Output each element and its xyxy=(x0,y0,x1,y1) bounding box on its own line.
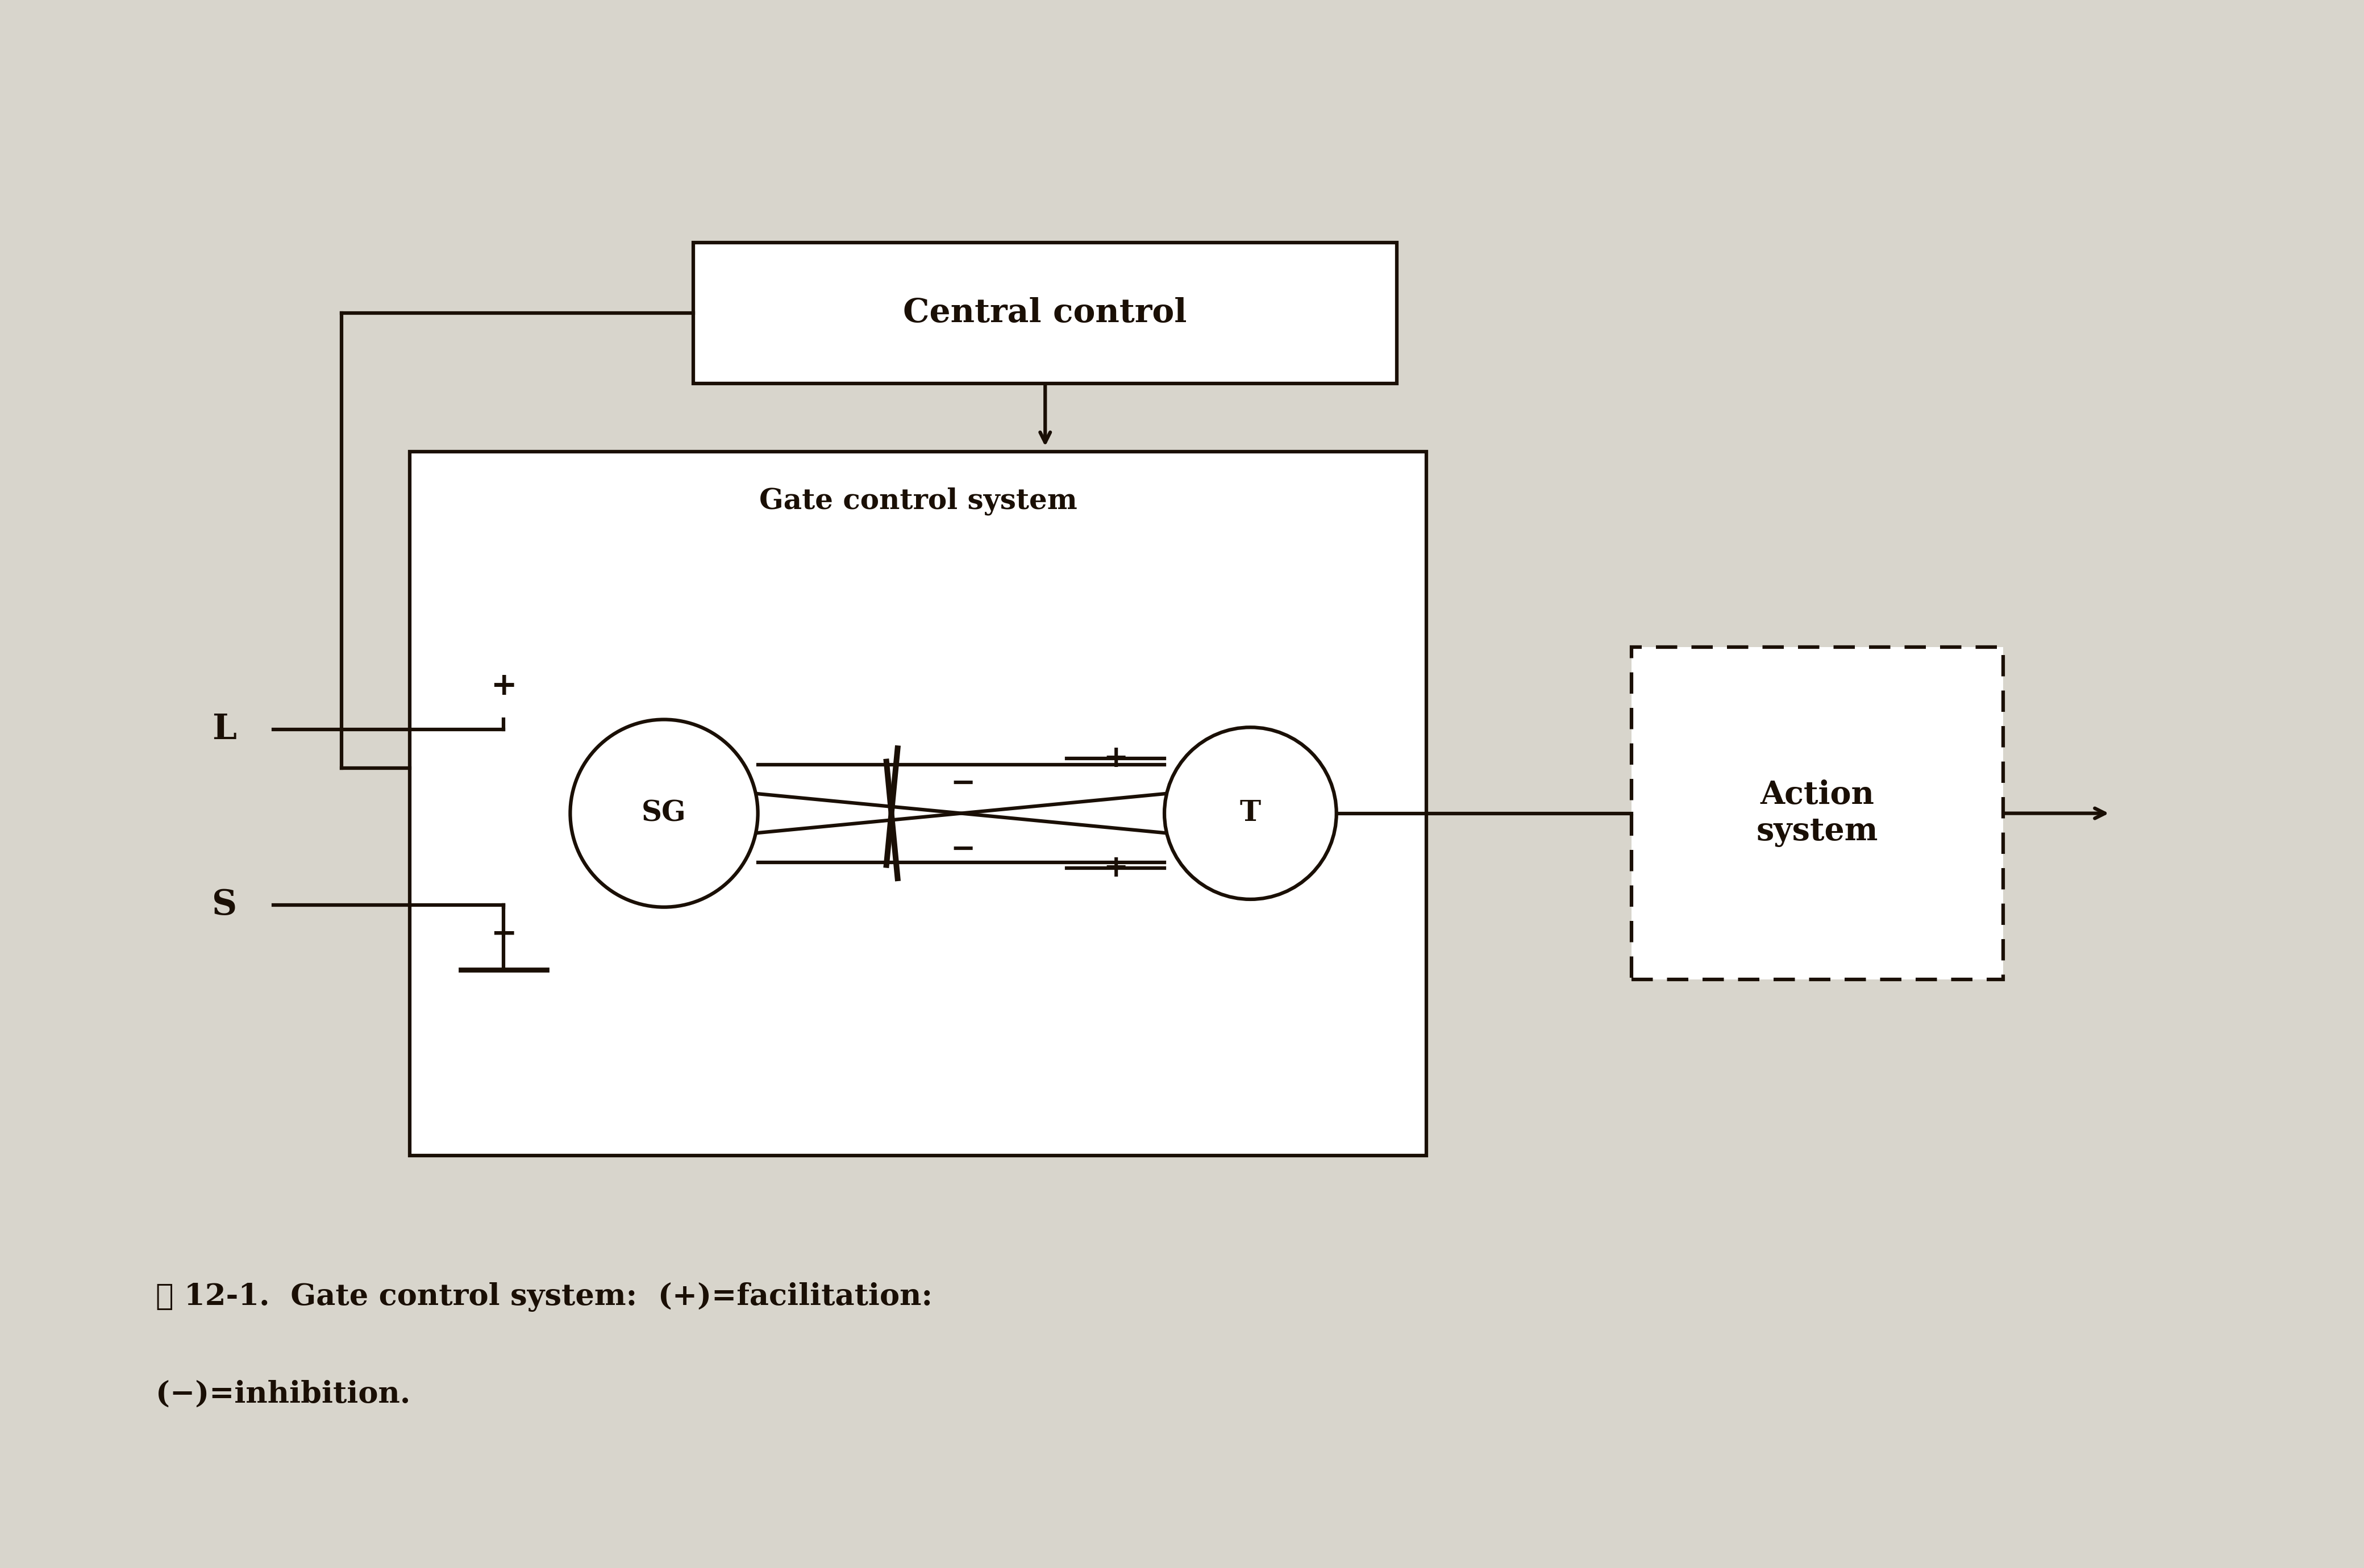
FancyBboxPatch shape xyxy=(1631,648,2002,980)
Text: T: T xyxy=(1239,800,1260,828)
Text: −: − xyxy=(950,834,976,864)
FancyBboxPatch shape xyxy=(409,452,1425,1156)
Text: −: − xyxy=(950,768,976,798)
FancyBboxPatch shape xyxy=(693,243,1397,384)
Text: SG: SG xyxy=(641,800,686,828)
Text: (−)=inhibition.: (−)=inhibition. xyxy=(156,1380,411,1410)
Circle shape xyxy=(1165,728,1336,900)
Text: +: + xyxy=(492,671,518,701)
Text: Central control: Central control xyxy=(903,298,1187,329)
Text: −: − xyxy=(492,919,518,950)
Text: L: L xyxy=(213,712,236,746)
Text: Action
system: Action system xyxy=(1756,779,1877,847)
Text: S: S xyxy=(213,887,236,922)
Text: 図 12-1.  Gate control system:  (+)=facilitation:: 図 12-1. Gate control system: (+)=facilit… xyxy=(156,1283,934,1312)
Text: Gate control system: Gate control system xyxy=(759,488,1078,516)
Text: +: + xyxy=(1104,853,1128,883)
Text: +: + xyxy=(1104,743,1128,773)
Circle shape xyxy=(570,720,759,908)
